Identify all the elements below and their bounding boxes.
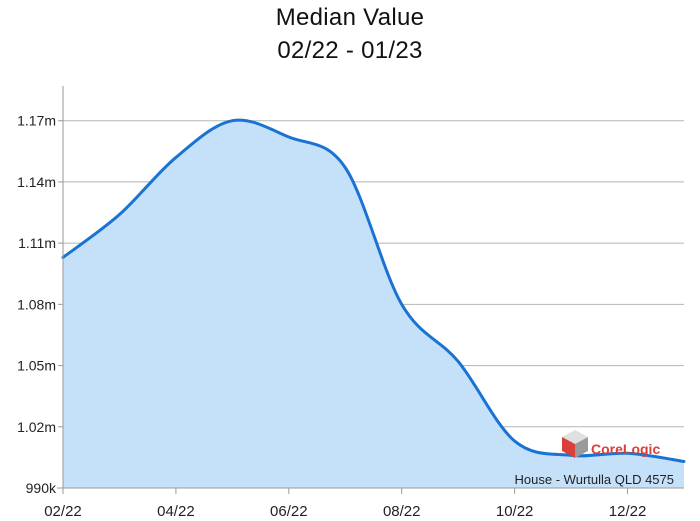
axes: [57, 86, 684, 494]
chart-annotation: House - Wurtulla QLD 4575: [515, 472, 674, 487]
chart-subtitle: 02/22 - 01/23: [277, 37, 423, 64]
x-axis-tick-labels: 02/22 04/22 06/22 08/22 10/22 12/22: [44, 503, 646, 520]
x-tick-label: 10/22: [496, 503, 534, 520]
y-tick-label: 1.14m: [17, 174, 56, 190]
area-fill: [63, 120, 684, 489]
y-tick-label: 1.02m: [17, 419, 56, 435]
y-axis-tick-labels: 990k 1.02m 1.05m 1.08m 1.11m 1.14m 1.17m: [17, 113, 57, 496]
x-tick-label: 06/22: [270, 503, 308, 520]
x-tick-label: 02/22: [44, 503, 82, 520]
y-tick-label: 990k: [26, 480, 57, 496]
y-tick-label: 1.11m: [18, 235, 56, 251]
x-tick-label: 12/22: [609, 503, 647, 520]
corelogic-logo: CoreLogic: [562, 430, 660, 458]
y-tick-label: 1.17m: [17, 113, 56, 129]
logo-wordmark: CoreLogic: [591, 441, 660, 457]
chart-title: Median Value: [275, 4, 425, 31]
x-tick-label: 08/22: [383, 503, 421, 520]
y-tick-label: 1.08m: [17, 296, 56, 312]
x-tick-label: 04/22: [157, 503, 195, 520]
cube-icon: [562, 430, 588, 458]
y-tick-label: 1.05m: [17, 358, 56, 374]
